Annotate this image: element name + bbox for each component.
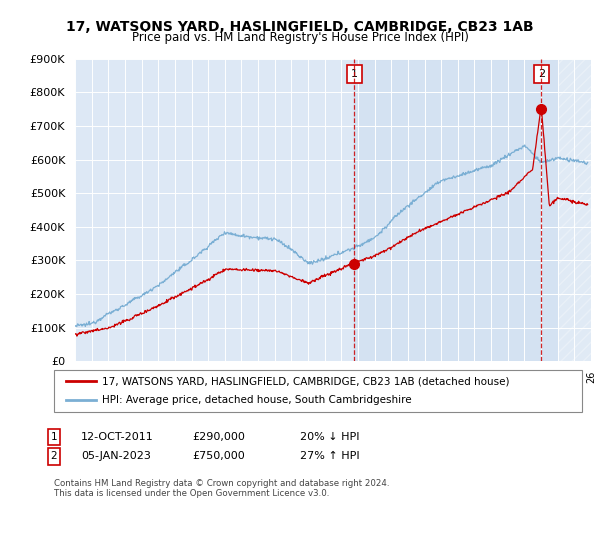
Text: £750,000: £750,000 — [192, 451, 245, 461]
Text: 17, WATSONS YARD, HASLINGFIELD, CAMBRIDGE, CB23 1AB (detached house): 17, WATSONS YARD, HASLINGFIELD, CAMBRIDG… — [102, 376, 509, 386]
Bar — [355, 59, 591, 361]
Text: 27% ↑ HPI: 27% ↑ HPI — [300, 451, 359, 461]
Text: £290,000: £290,000 — [192, 432, 245, 442]
Text: 05-JAN-2023: 05-JAN-2023 — [81, 451, 151, 461]
Text: HPI: Average price, detached house, South Cambridgeshire: HPI: Average price, detached house, Sout… — [102, 395, 412, 405]
Text: 2: 2 — [50, 451, 58, 461]
Text: 12-OCT-2011: 12-OCT-2011 — [81, 432, 154, 442]
Text: 2: 2 — [538, 69, 545, 79]
Bar — [558, 59, 599, 361]
Text: Contains HM Land Registry data © Crown copyright and database right 2024.
This d: Contains HM Land Registry data © Crown c… — [54, 479, 389, 498]
Text: 20% ↓ HPI: 20% ↓ HPI — [300, 432, 359, 442]
Text: 1: 1 — [351, 69, 358, 79]
Text: Price paid vs. HM Land Registry's House Price Index (HPI): Price paid vs. HM Land Registry's House … — [131, 31, 469, 44]
Text: 17, WATSONS YARD, HASLINGFIELD, CAMBRIDGE, CB23 1AB: 17, WATSONS YARD, HASLINGFIELD, CAMBRIDG… — [66, 20, 534, 34]
Text: 1: 1 — [50, 432, 58, 442]
